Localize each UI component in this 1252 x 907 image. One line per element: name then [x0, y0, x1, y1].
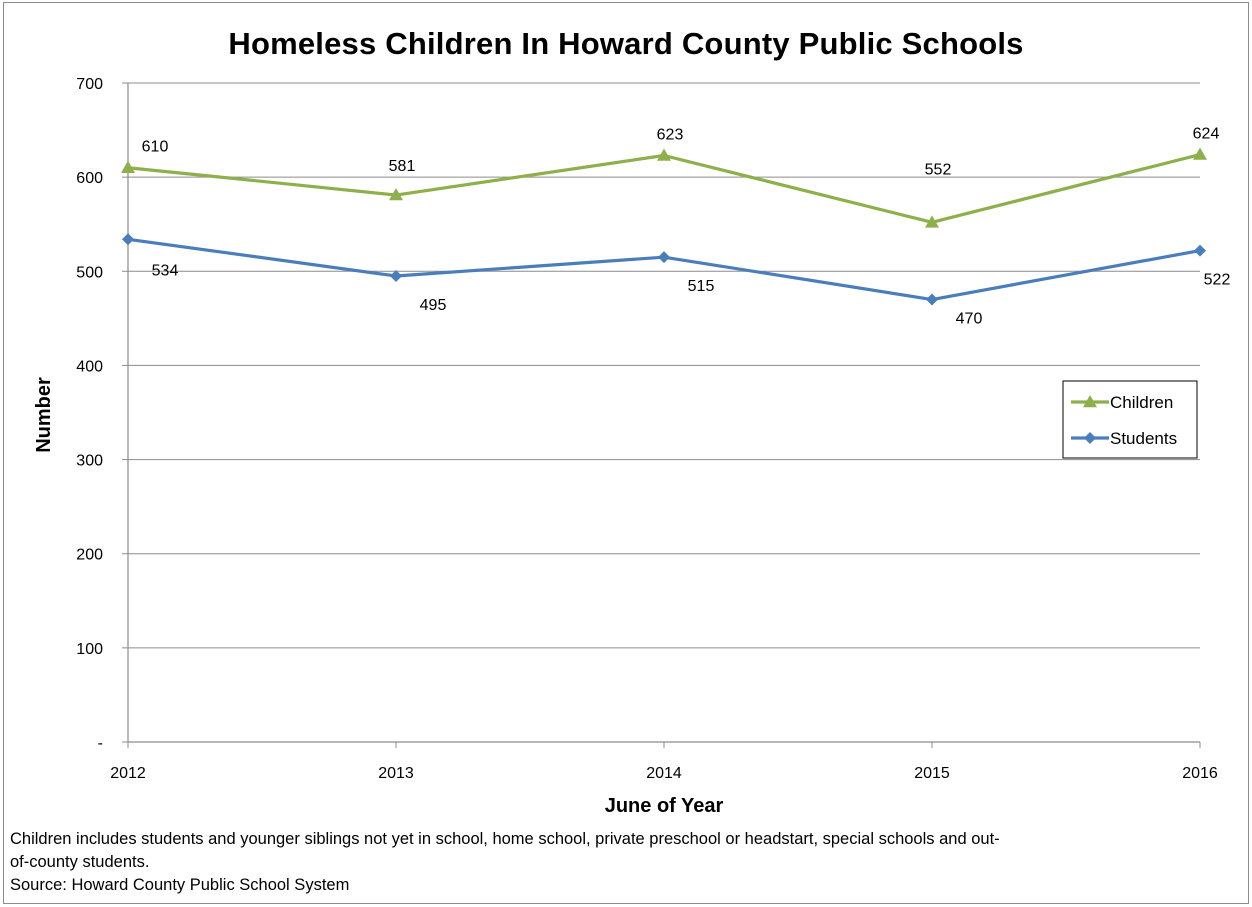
x-tick-label: 2015 [914, 765, 950, 782]
y-tick-label: 100 [76, 641, 103, 658]
data-label-children: 624 [1193, 126, 1220, 143]
data-label-children: 552 [925, 161, 952, 178]
chart-title: Homeless Children In Howard County Publi… [228, 26, 1024, 61]
y-tick-label: 500 [76, 264, 103, 281]
data-label-students: 470 [956, 311, 983, 328]
source-note: Source: Howard County Public School Syst… [10, 876, 350, 894]
x-tick-label: 2014 [646, 765, 682, 782]
y-tick-label: 700 [76, 76, 103, 93]
legend-marker-children [1083, 395, 1097, 408]
data-point-students [390, 269, 402, 282]
x-tick-label: 2013 [378, 765, 414, 782]
x-axis-title: June of Year [605, 795, 724, 817]
y-tick-label: 600 [76, 170, 103, 187]
data-point-children [925, 215, 939, 228]
data-point-students [1194, 244, 1206, 257]
footnote-line-1: Children includes students and younger s… [10, 830, 1000, 848]
footnote-line-2: of-county students. [10, 853, 150, 871]
data-point-children [389, 188, 403, 201]
data-point-students [122, 233, 134, 246]
x-tick-label: 2012 [110, 765, 146, 782]
data-label-students: 534 [152, 262, 179, 279]
data-point-children [121, 160, 135, 173]
data-point-children [657, 148, 671, 161]
data-label-students: 522 [1204, 272, 1231, 289]
y-tick-label: 200 [76, 547, 103, 564]
legend-label-students: Students [1110, 429, 1177, 448]
chart-frame [3, 2, 1249, 904]
y-tick-label: - [98, 735, 103, 752]
y-tick-label: 300 [76, 453, 103, 470]
data-label-children: 623 [657, 126, 684, 143]
legend-marker-students [1084, 432, 1096, 444]
legend-label-children: Children [1110, 393, 1173, 412]
series-line-children [127, 152, 1201, 224]
data-point-children [1193, 147, 1207, 160]
data-point-students [658, 251, 670, 264]
data-label-children: 610 [142, 139, 169, 156]
y-tick-label: 400 [76, 358, 103, 375]
data-label-students: 495 [420, 297, 447, 314]
data-label-children: 581 [389, 158, 416, 175]
series-line-students [127, 237, 1201, 302]
data-point-students [926, 293, 938, 306]
legend-box [1062, 380, 1198, 459]
data-label-students: 515 [688, 278, 715, 295]
y-axis-title: Number [33, 377, 55, 453]
x-tick-label: 2016 [1182, 765, 1218, 782]
footnote: Children includes students and younger s… [10, 828, 1230, 897]
